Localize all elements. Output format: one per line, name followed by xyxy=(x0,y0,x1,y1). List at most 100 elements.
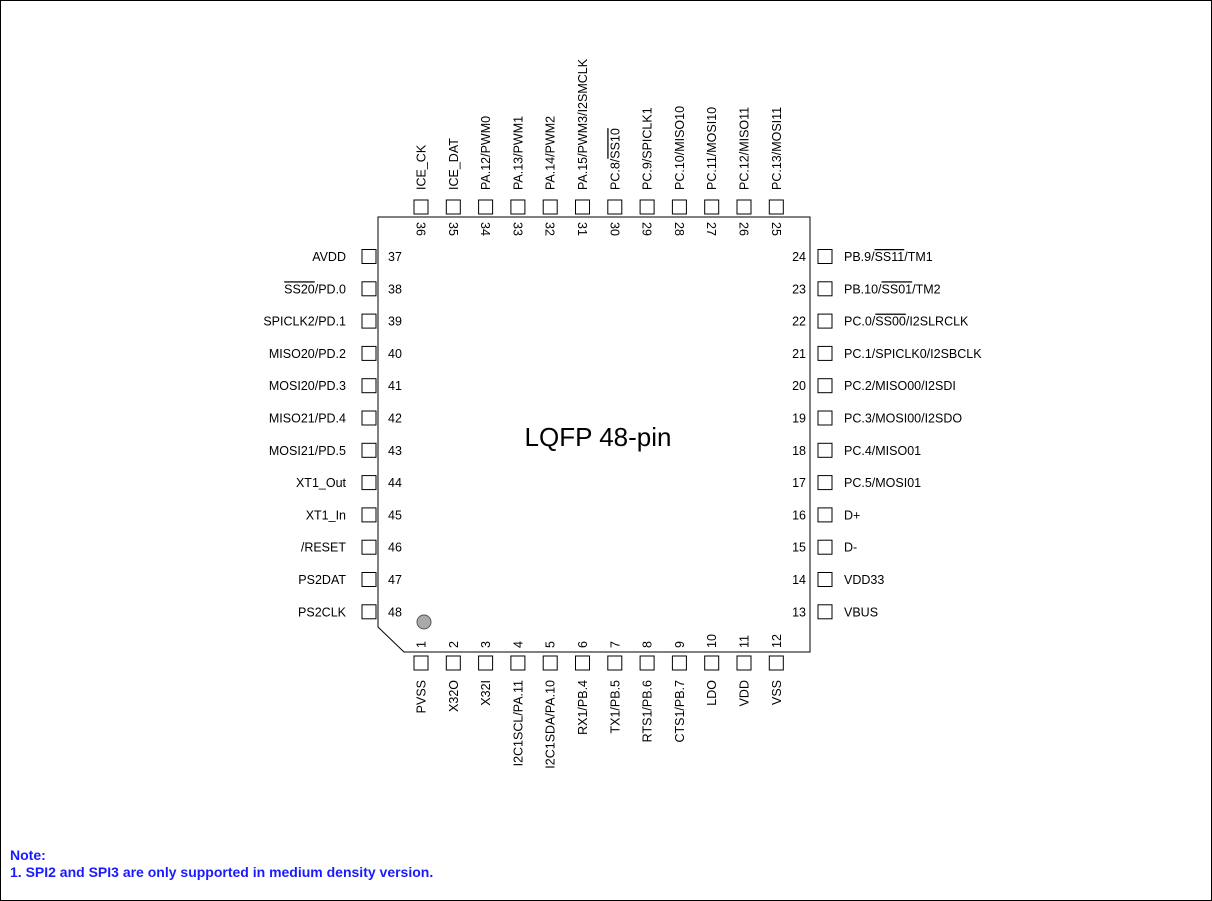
pin-name: ICE_CK xyxy=(415,144,429,190)
pin-pad xyxy=(361,442,377,458)
pin-name: PC.1/SPICLK0/I2SBCLK xyxy=(844,347,982,361)
pin-number: 42 xyxy=(388,412,402,426)
pin-15-d: 15 D- xyxy=(792,539,857,555)
pin-number: 39 xyxy=(388,315,402,329)
pin-48-ps2clk: 48 PS2CLK xyxy=(298,604,402,620)
pin-name: PC.12/MISO11 xyxy=(738,107,752,190)
pin-number: 17 xyxy=(792,476,806,490)
pin1-marker xyxy=(416,614,432,630)
pin-name: TX1/PB.5 xyxy=(608,680,622,734)
pin-4-i2c1scl-pa-11: 4 I2C1SCL/PA.11 xyxy=(510,641,525,766)
pin-name: SPICLK2/PD.1 xyxy=(263,315,346,329)
pin-name: PVSS xyxy=(415,680,429,713)
pin-name: PC.3/MOSI00/I2SDO xyxy=(844,412,962,426)
pin-3-x32i: 3 X32I xyxy=(478,641,494,706)
pin-number: 30 xyxy=(607,222,621,236)
pin-name: D+ xyxy=(844,508,860,522)
pin-10-ldo: 10 LDO xyxy=(704,634,720,706)
pin-pad xyxy=(817,539,833,555)
pin-24-pb-9-ss11-tm1: 24 PB.9/SS11/TM1 xyxy=(792,249,933,264)
pin-37-avdd: 37 AVDD xyxy=(312,249,402,264)
pin-name: MOSI21/PD.5 xyxy=(269,444,346,458)
pin-number: 11 xyxy=(738,635,752,648)
pin-pad xyxy=(817,604,833,620)
pin-number: 28 xyxy=(672,222,686,236)
pin-name: X32O xyxy=(447,680,461,712)
pin-name: PA.13/PWM1 xyxy=(511,116,525,190)
pin-name: MOSI20/PD.3 xyxy=(269,379,346,393)
pin-name: PB.10/SS01/TM2 xyxy=(844,282,941,296)
pin-6-rx1-pb-4: 6 RX1/PB.4 xyxy=(575,641,590,735)
pin-pad xyxy=(361,313,377,329)
pin-pad xyxy=(413,655,429,671)
pin-number: 31 xyxy=(575,222,589,236)
pin-pad xyxy=(575,199,590,215)
pin-14-vdd33: 14 VDD33 xyxy=(792,572,884,587)
pin-pad xyxy=(736,655,752,671)
pin-7-tx1-pb-5: 7 TX1/PB.5 xyxy=(607,641,623,734)
pin-pad xyxy=(639,655,655,671)
pin-number: 48 xyxy=(388,605,402,619)
pin-pad xyxy=(361,507,377,523)
pin-pad xyxy=(510,199,526,215)
pin-name: I2C1SCL/PA.11 xyxy=(511,680,525,766)
pin-pad xyxy=(478,655,494,671)
pin-name: PS2CLK xyxy=(298,605,347,619)
pin-number: 1 xyxy=(415,641,429,648)
pin-name: SS20/PD.0 xyxy=(284,282,346,296)
pin-name: CTS1/PB.7 xyxy=(673,680,687,743)
pin-name: PC.2/MISO00/I2SDI xyxy=(844,379,956,393)
pin-number: 32 xyxy=(543,222,557,236)
note-heading: Note: xyxy=(10,847,46,863)
pin-name: PA.12/PWM0 xyxy=(479,116,493,190)
pin-18-pc-4-miso01: 18 PC.4/MISO01 xyxy=(792,442,921,458)
pin-number: 24 xyxy=(792,250,806,264)
pin-pad xyxy=(542,655,558,671)
pin-number: 44 xyxy=(388,476,402,490)
pin-44-xt1-out: 44 XT1_Out xyxy=(296,475,402,491)
pin-number: 23 xyxy=(792,282,806,296)
pin-number: 20 xyxy=(792,379,806,393)
pin-name: MISO20/PD.2 xyxy=(269,347,346,361)
pin-pad xyxy=(575,655,590,671)
pin-number: 27 xyxy=(704,222,718,236)
chip-body xyxy=(377,216,811,653)
pin-pad xyxy=(361,410,377,426)
pin-name: /RESET xyxy=(301,541,347,555)
pin-32-pa-14-pwm2: 32 PA.14/PWM2 xyxy=(542,116,558,236)
pin-31-pa-15-pwm3-i2smclk: 31 PA.15/PWM3/I2SMCLK xyxy=(575,58,590,236)
pin-number: 5 xyxy=(544,641,558,648)
pin-name: PC.0/SS00/I2SLRCLK xyxy=(844,315,969,329)
pin-22-pc-0-ss00-i2slrclk: 22 PC.0/SS00/I2SLRCLK xyxy=(792,313,969,329)
pin-name: PA.15/PWM3/I2SMCLK xyxy=(576,58,590,190)
pin-number: 12 xyxy=(770,634,784,648)
pin-number: 25 xyxy=(769,222,783,236)
pin-number: 21 xyxy=(792,347,806,361)
pin-pad xyxy=(817,507,833,523)
pin-number: 38 xyxy=(388,282,402,296)
pin-47-ps2dat: 47 PS2DAT xyxy=(298,572,402,587)
pin-46-reset: 46/RESET xyxy=(301,539,402,555)
pin-number: 3 xyxy=(479,641,493,648)
pin-number: 19 xyxy=(792,412,806,426)
pin-name: MISO21/PD.4 xyxy=(269,412,346,426)
pin-number: 41 xyxy=(388,379,402,393)
pin-name: PC.8/SS10 xyxy=(608,128,622,190)
pin-16-d: 16 D+ xyxy=(792,507,860,523)
pin-40-miso20-pd-2: 40 MISO20/PD.2 xyxy=(269,345,402,361)
pin-group: 36ICE_CK35ICE_DAT34PA.12/PWM033PA.13/PWM… xyxy=(263,58,982,768)
pin-43-mosi21-pd-5: 43 MOSI21/PD.5 xyxy=(269,442,402,458)
pin-number: 22 xyxy=(792,315,806,329)
pin-41-mosi20-pd-3: 41 MOSI20/PD.3 xyxy=(269,378,402,394)
pin-name: RX1/PB.4 xyxy=(576,680,590,735)
pin-number: 10 xyxy=(705,634,719,648)
pin-number: 16 xyxy=(792,508,806,522)
pin-name: X32I xyxy=(479,680,493,706)
pin-pad xyxy=(445,655,461,671)
pin-pad xyxy=(817,281,833,297)
pin-number: 37 xyxy=(388,250,402,264)
pin-34-pa-12-pwm0: 34 PA.12/PWM0 xyxy=(478,116,494,236)
pin-33-pa-13-pwm1: 33 PA.13/PWM1 xyxy=(510,116,525,236)
pin-35-ice-dat: 35 ICE_DAT xyxy=(445,138,461,236)
